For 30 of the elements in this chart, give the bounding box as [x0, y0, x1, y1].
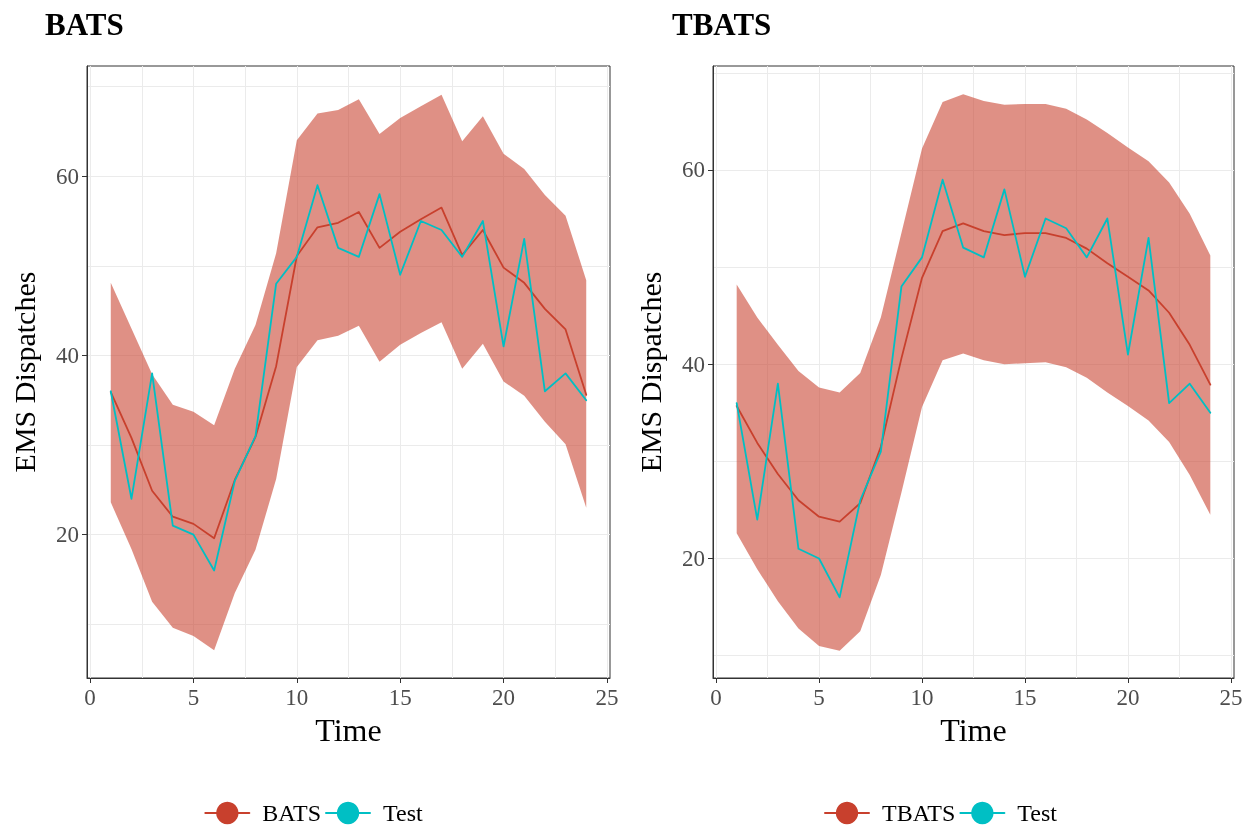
- legend-label: Test: [383, 800, 423, 826]
- y-tick-label: 60: [682, 157, 705, 183]
- y-axis-title: EMS Dispatches: [7, 271, 41, 473]
- x-tick-label: 25: [595, 685, 619, 710]
- y-tick-label: 20: [56, 522, 79, 548]
- legend-label: BATS: [262, 800, 322, 826]
- x-tick-label: 15: [1013, 685, 1037, 710]
- x-tick-label: 25: [1219, 685, 1243, 710]
- y-tick-label: 40: [56, 342, 79, 368]
- y-tick-label: 40: [682, 351, 705, 377]
- x-tick-label: 10: [285, 685, 309, 710]
- x-tick-label: 10: [910, 685, 934, 710]
- chart-title: BATS: [45, 7, 124, 42]
- chart-title: TBATS: [672, 7, 772, 42]
- line-series: [735, 222, 1212, 523]
- x-tick-label: 5: [187, 685, 200, 710]
- legend-label: TBATS: [882, 800, 956, 826]
- y-tick-label: 20: [682, 546, 705, 572]
- x-tick-label: 5: [813, 685, 825, 710]
- x-tick-label: 20: [492, 685, 516, 710]
- y-tick-label: 60: [56, 163, 79, 189]
- x-tick-label: 0: [84, 685, 96, 710]
- x-tick-label: 20: [1116, 685, 1140, 710]
- line-series: [735, 178, 1212, 599]
- x-axis-title: Time: [940, 712, 1007, 748]
- y-axis-title: EMS Dispatches: [633, 271, 667, 473]
- x-tick-label: 15: [388, 685, 412, 710]
- x-tick-label: 0: [710, 685, 722, 710]
- legend-label: Test: [1017, 800, 1058, 826]
- x-axis-title: Time: [315, 712, 382, 748]
